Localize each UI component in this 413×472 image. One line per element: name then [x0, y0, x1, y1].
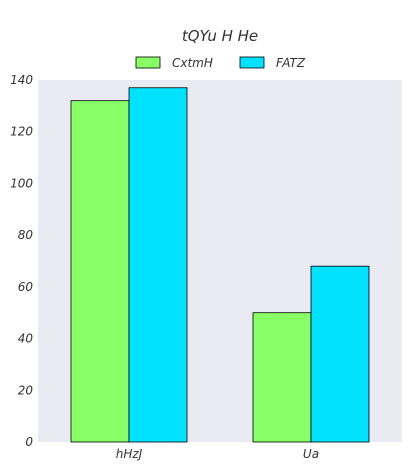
bar-CxtmH-hHzJ	[70, 100, 130, 443]
y-tick-label: 140	[10, 73, 33, 87]
y-tick-label: 120	[10, 125, 33, 139]
bar-CxtmH-Ua	[252, 312, 312, 443]
y-tick-label: 0	[25, 435, 33, 449]
x-axis: hHzJ Ua	[116, 447, 319, 461]
x-tick-label: Ua	[303, 447, 319, 461]
legend-label-series-1: CxtmH	[172, 56, 213, 70]
x-tick-label: hHzJ	[116, 447, 143, 461]
legend: CxtmH FATZ	[135, 56, 306, 70]
y-tick-label: 40	[18, 332, 34, 346]
bars-group	[70, 87, 370, 443]
y-tick-label: 20	[18, 383, 34, 397]
legend-label-series-2: FATZ	[276, 56, 306, 70]
y-tick-label: 60	[18, 280, 34, 294]
legend-swatch-series-1	[135, 56, 161, 69]
chart-title: tQYu H He	[182, 27, 258, 45]
bar-FATZ-hHzJ	[128, 87, 188, 443]
bar-FATZ-Ua	[310, 265, 370, 443]
legend-swatch-series-2	[239, 56, 265, 69]
y-axis: 0 20 40 60 80 100 120 140	[10, 73, 33, 449]
y-tick-label: 100	[10, 176, 33, 190]
y-tick-label: 80	[18, 228, 34, 242]
